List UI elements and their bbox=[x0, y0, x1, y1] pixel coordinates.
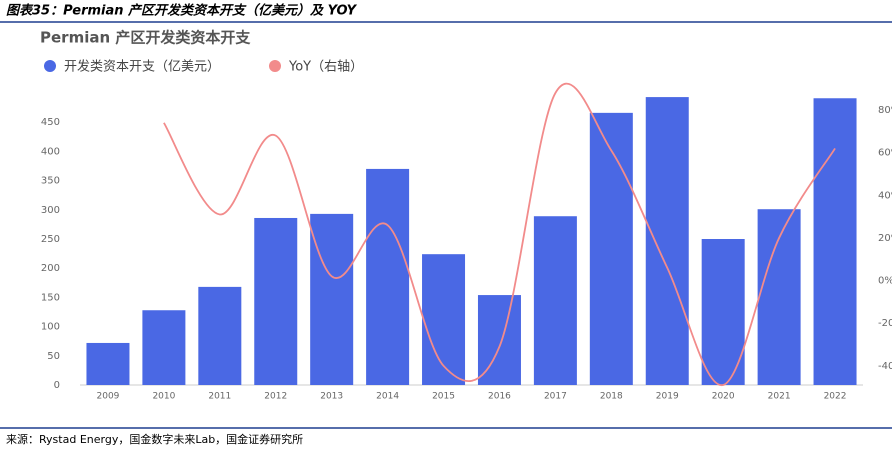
legend-label: YoY（右轴） bbox=[288, 60, 363, 75]
x-tick-label: 2010 bbox=[152, 392, 175, 402]
chart-title: Permian 产区开发类资本开支 bbox=[40, 29, 251, 47]
x-tick-label: 2021 bbox=[768, 392, 791, 402]
y-tick-label: 300 bbox=[41, 205, 60, 216]
y-tick-label: 150 bbox=[41, 292, 60, 303]
bar bbox=[310, 213, 354, 385]
yoy-line bbox=[163, 82, 836, 386]
x-tick-label: 2015 bbox=[432, 392, 455, 402]
x-tick-label: 2020 bbox=[712, 392, 735, 402]
y-tick-label: 50 bbox=[47, 351, 60, 362]
y2-tick-label: 40% bbox=[878, 190, 892, 201]
bar bbox=[477, 295, 521, 385]
bar bbox=[422, 254, 466, 385]
y2-tick-label: 20% bbox=[878, 233, 892, 244]
x-tick-label: 2018 bbox=[600, 392, 623, 402]
y-tick-label: 450 bbox=[41, 117, 60, 128]
bar bbox=[198, 286, 242, 385]
x-tick-label: 2014 bbox=[376, 392, 399, 402]
x-tick-label: 2012 bbox=[264, 392, 287, 402]
bar bbox=[533, 216, 577, 385]
bar bbox=[701, 239, 745, 385]
y-tick-label: 100 bbox=[41, 322, 60, 333]
legend-label: 开发类资本开支（亿美元） bbox=[64, 59, 220, 75]
y-tick-label: 350 bbox=[41, 176, 60, 187]
bar bbox=[757, 209, 801, 385]
bar bbox=[589, 112, 633, 385]
y2-tick-label: 0% bbox=[878, 276, 892, 287]
y2-tick-label: 60% bbox=[878, 148, 892, 159]
legend-swatch bbox=[269, 60, 281, 72]
bar bbox=[254, 217, 298, 385]
x-tick-label: 2022 bbox=[824, 392, 847, 402]
bar bbox=[366, 168, 410, 385]
x-tick-label: 2011 bbox=[208, 392, 231, 402]
y2-tick-label: -20% bbox=[878, 318, 892, 329]
y-tick-label: 0 bbox=[54, 380, 60, 391]
x-tick-label: 2009 bbox=[97, 392, 120, 402]
figure-title: 图表35：Permian 产区开发类资本开支（亿美元）及 YOY bbox=[6, 3, 358, 19]
x-tick-label: 2016 bbox=[488, 392, 511, 402]
bar bbox=[645, 97, 689, 385]
bar bbox=[86, 342, 130, 385]
y2-tick-label: -40% bbox=[878, 361, 892, 372]
source-note: 来源：Rystad Energy，国金数字未来Lab，国金证券研究所 bbox=[6, 432, 303, 446]
legend-swatch bbox=[44, 60, 56, 72]
y-tick-label: 200 bbox=[41, 263, 60, 274]
x-tick-label: 2019 bbox=[656, 392, 679, 402]
bar bbox=[813, 98, 857, 386]
y-tick-label: 400 bbox=[41, 146, 60, 157]
x-tick-label: 2013 bbox=[320, 392, 343, 402]
y2-tick-label: 80% bbox=[878, 105, 892, 116]
y-tick-label: 250 bbox=[41, 234, 60, 245]
x-tick-label: 2017 bbox=[544, 392, 567, 402]
bar bbox=[142, 310, 186, 385]
